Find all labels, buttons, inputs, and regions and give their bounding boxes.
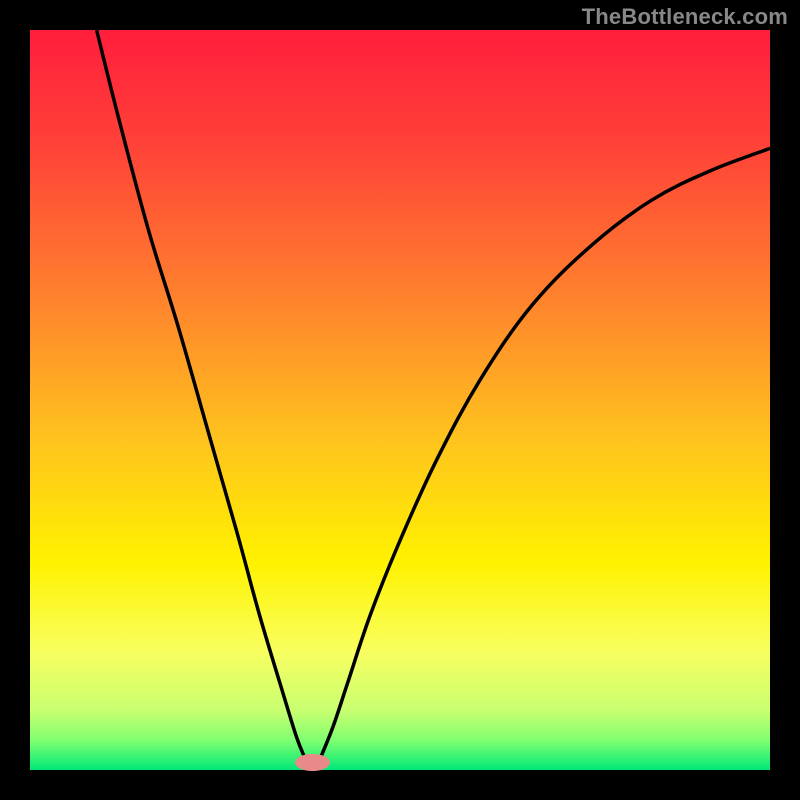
- plot-area: [30, 30, 770, 770]
- bottleneck-curve: [30, 30, 770, 770]
- watermark-text: TheBottleneck.com: [582, 4, 788, 30]
